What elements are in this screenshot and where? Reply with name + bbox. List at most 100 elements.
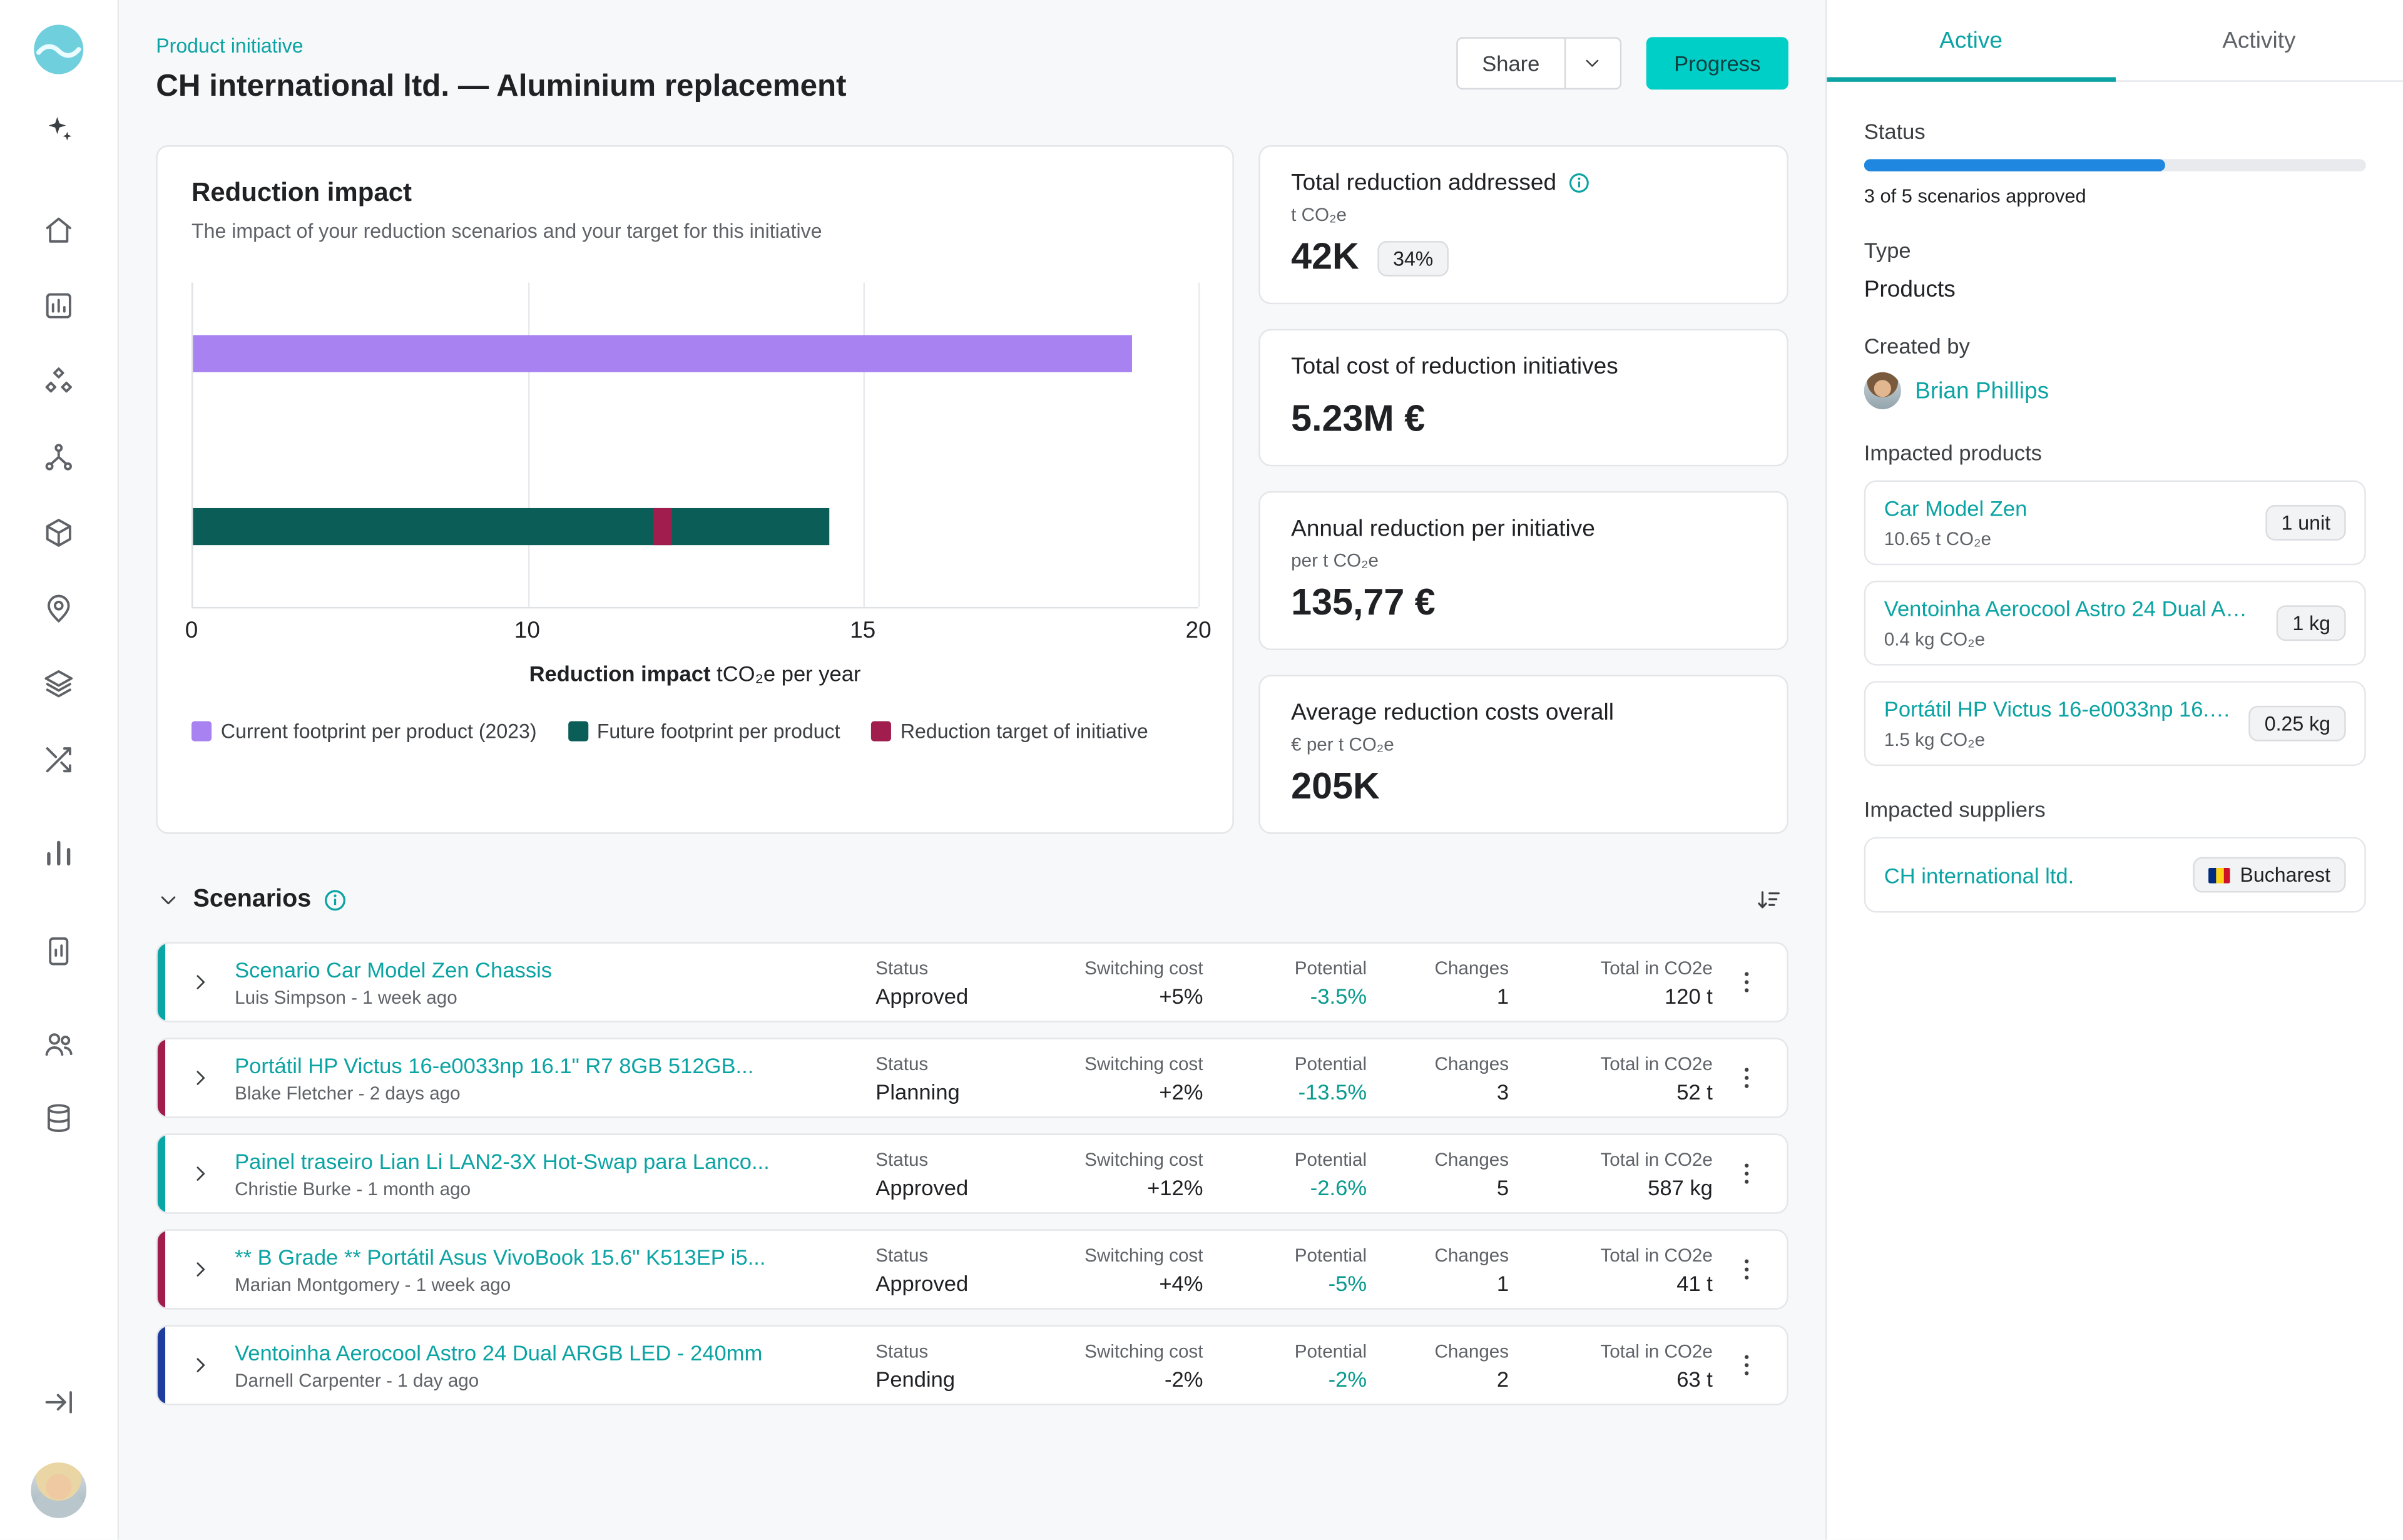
scenario-row[interactable]: Scenario Car Model Zen Chassis Luis Simp… — [156, 942, 1788, 1022]
status-value: Approved — [875, 1270, 968, 1295]
scenario-meta: Blake Fletcher - 2 days ago — [235, 1082, 835, 1104]
stat-unit: € per t CO₂e — [1291, 733, 1756, 755]
reduction-impact-card: Reduction impact The impact of your redu… — [156, 145, 1234, 834]
row-menu-button[interactable] — [1713, 1044, 1781, 1112]
gridline — [528, 283, 529, 607]
home-icon[interactable] — [39, 210, 79, 250]
bar-current-footprint — [193, 335, 1131, 372]
chevron-right-icon — [188, 1066, 213, 1090]
potential-value: -2.6% — [1310, 1175, 1367, 1199]
product-quantity-badge: 0.25 kg — [2249, 706, 2346, 742]
gridline — [864, 283, 865, 607]
changes-value: 1 — [1497, 1270, 1509, 1295]
row-accent — [158, 1327, 165, 1404]
modules-icon[interactable] — [39, 361, 79, 401]
shuffle-icon[interactable] — [39, 740, 79, 780]
share-button[interactable]: Share — [1456, 37, 1566, 89]
impacted-product-card[interactable]: Portátil HP Victus 16-e0033np 16.1"... 1… — [1864, 681, 2366, 766]
database-icon[interactable] — [39, 1098, 79, 1138]
scenario-row[interactable]: ** B Grade ** Portátil Asus VivoBook 15.… — [156, 1229, 1788, 1309]
users-icon[interactable] — [39, 1024, 79, 1064]
tab-active[interactable]: Active — [1827, 0, 2115, 80]
tab-activity[interactable]: Activity — [2115, 0, 2403, 80]
info-icon[interactable] — [324, 888, 348, 912]
breadcrumb[interactable]: Product initiative — [156, 34, 846, 57]
impacted-supplier-card[interactable]: CH international ltd. Bucharest — [1864, 837, 2366, 913]
expand-row-button[interactable] — [182, 964, 219, 1001]
report-icon[interactable] — [39, 286, 79, 326]
row-accent — [158, 1039, 165, 1116]
impacted-products-label: Impacted products — [1864, 440, 2366, 464]
scenario-link[interactable]: ** B Grade ** Portátil Asus VivoBook 15.… — [235, 1244, 835, 1268]
total-co2e-value: 41 t — [1676, 1270, 1713, 1295]
row-accent — [158, 1135, 165, 1212]
scenario-link[interactable]: Portátil HP Victus 16-e0033np 16.1" R7 8… — [235, 1053, 835, 1077]
ai-sparkle-icon[interactable] — [39, 108, 79, 148]
scenario-link[interactable]: Ventoinha Aerocool Astro 24 Dual ARGB LE… — [235, 1340, 835, 1364]
type-label: Type — [1864, 238, 2366, 262]
impacted-product-card[interactable]: Car Model Zen 10.65 t CO₂e 1 unit — [1864, 481, 2366, 566]
status-value: Pending — [875, 1366, 955, 1390]
collapse-section-icon[interactable] — [156, 888, 180, 912]
hierarchy-icon[interactable] — [39, 437, 79, 477]
scenario-meta: Christie Burke - 1 month ago — [235, 1178, 835, 1200]
page-title: CH international ltd. — Aluminium replac… — [156, 69, 846, 105]
share-dropdown-button[interactable] — [1566, 37, 1621, 89]
left-sidebar — [0, 0, 119, 1540]
scenario-link[interactable]: Painel traseiro Lian Li LAN2-3X Hot-Swap… — [235, 1148, 835, 1173]
package-icon[interactable] — [39, 512, 79, 553]
layers-icon[interactable] — [39, 664, 79, 704]
stat-card-total-reduction: Total reduction addressed t CO₂e 42K 34% — [1258, 145, 1788, 304]
stat-value: 42K — [1291, 237, 1359, 280]
user-avatar[interactable] — [31, 1463, 86, 1519]
chart-subtitle: The impact of your reduction scenarios a… — [191, 219, 1198, 242]
location-icon[interactable] — [39, 588, 79, 628]
status-caption: 3 of 5 scenarios approved — [1864, 185, 2366, 207]
product-link[interactable]: Car Model Zen — [1884, 496, 2028, 520]
info-icon[interactable] — [1567, 171, 1590, 195]
expand-row-button[interactable] — [182, 1059, 219, 1096]
chevron-right-icon — [188, 1257, 213, 1282]
row-menu-button[interactable] — [1713, 1235, 1781, 1303]
supplier-link[interactable]: CH international ltd. — [1884, 862, 2074, 887]
scenario-row[interactable]: Portátil HP Victus 16-e0033np 16.1" R7 8… — [156, 1038, 1788, 1118]
status-progress-fill — [1864, 159, 2165, 171]
created-by-label: Created by — [1864, 334, 2366, 358]
right-panel-tabs: Active Activity — [1827, 0, 2403, 82]
changes-value: 2 — [1497, 1366, 1509, 1390]
switching-cost-value: +2% — [1159, 1079, 1203, 1103]
expand-row-button[interactable] — [182, 1347, 219, 1384]
app-root: Product initiative CH international ltd.… — [0, 0, 2403, 1540]
sort-button[interactable] — [1748, 880, 1788, 920]
tick-label: 10 — [514, 618, 540, 644]
scenario-link[interactable]: Scenario Car Model Zen Chassis — [235, 957, 835, 981]
collapse-sidebar-icon[interactable] — [39, 1382, 79, 1422]
expand-row-button[interactable] — [182, 1251, 219, 1288]
progress-button[interactable]: Progress — [1646, 37, 1788, 89]
column-chart-icon[interactable] — [39, 832, 79, 872]
scenario-row[interactable]: Painel traseiro Lian Li LAN2-3X Hot-Swap… — [156, 1133, 1788, 1213]
legend-item: Reduction target of initiative — [871, 720, 1148, 743]
right-panel: Active Activity Status 3 of 5 scenarios … — [1825, 0, 2403, 1540]
romania-flag-icon — [2209, 867, 2231, 883]
status-value: Approved — [875, 1175, 968, 1199]
legend-item: Current footprint per product (2023) — [191, 720, 537, 743]
device-report-icon[interactable] — [39, 931, 79, 971]
status-value: Planning — [875, 1079, 959, 1103]
row-menu-button[interactable] — [1713, 1331, 1781, 1399]
scenario-row[interactable]: Ventoinha Aerocool Astro 24 Dual ARGB LE… — [156, 1325, 1788, 1405]
stat-unit: per t CO₂e — [1291, 550, 1756, 572]
sidebar-nav-primary — [39, 210, 79, 780]
product-link[interactable]: Portátil HP Victus 16-e0033np 16.1"... — [1884, 696, 2234, 721]
row-menu-button[interactable] — [1713, 1140, 1781, 1208]
expand-row-button[interactable] — [182, 1155, 219, 1192]
creator-link[interactable]: Brian Phillips — [1915, 377, 2049, 404]
impacted-product-card[interactable]: Ventoinha Aerocool Astro 24 Dual ARG... … — [1864, 581, 2366, 666]
app-logo-icon[interactable] — [31, 22, 86, 78]
product-link[interactable]: Ventoinha Aerocool Astro 24 Dual ARG... — [1884, 596, 2262, 621]
legend-swatch — [871, 721, 891, 741]
chevron-right-icon — [188, 1353, 213, 1377]
row-menu-button[interactable] — [1713, 948, 1781, 1016]
switching-cost-value: +4% — [1159, 1270, 1203, 1295]
scenarios-header: Scenarios — [156, 880, 1788, 920]
